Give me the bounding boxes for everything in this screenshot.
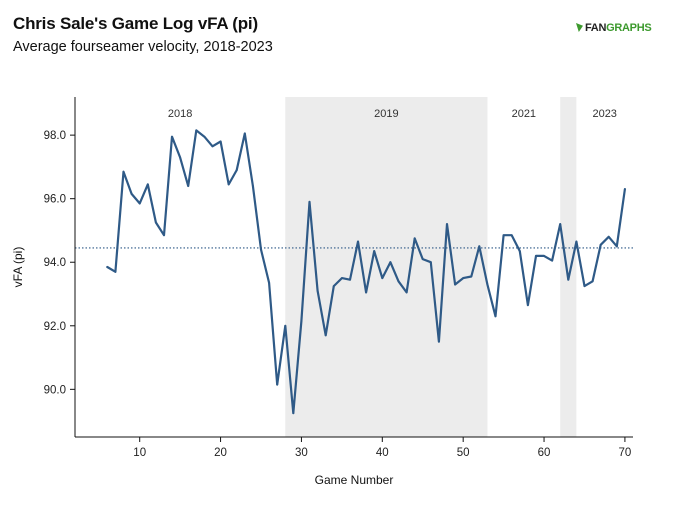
y-tick-label: 90.0 (44, 384, 66, 396)
y-tick-label: 96.0 (44, 194, 66, 206)
data-point (615, 245, 618, 248)
data-point (429, 261, 432, 264)
x-tick-label: 60 (538, 447, 551, 459)
logo-fan-text: FAN (585, 22, 607, 34)
data-point (462, 277, 465, 280)
data-point (518, 250, 521, 253)
data-point (211, 145, 214, 148)
data-point (138, 202, 141, 205)
data-point (340, 277, 343, 280)
data-point (583, 285, 586, 287)
data-point (591, 280, 594, 283)
data-point (397, 280, 400, 283)
data-point (405, 291, 408, 294)
data-point (292, 412, 295, 415)
y-tick-label: 98.0 (44, 130, 66, 142)
data-point (349, 278, 351, 281)
season-label-2018: 2018 (168, 108, 192, 120)
chart-subtitle: Average fourseamer velocity, 2018-2023 (13, 39, 273, 55)
data-point (308, 200, 311, 203)
data-point (421, 258, 424, 260)
y-axis-label: vFA (pi) (11, 247, 25, 288)
data-point (446, 223, 448, 226)
data-point (413, 237, 416, 240)
data-point (478, 245, 481, 248)
data-point (486, 283, 489, 286)
data-point (365, 291, 368, 294)
data-point (227, 183, 230, 186)
data-point (219, 140, 222, 143)
data-point (575, 240, 578, 243)
data-point (454, 283, 456, 286)
x-tick-label: 10 (133, 447, 146, 459)
data-point (438, 340, 440, 343)
data-point (567, 278, 570, 281)
data-point (543, 254, 545, 257)
data-point (235, 169, 238, 171)
data-point (599, 243, 602, 246)
season-label-2023: 2023 (592, 108, 616, 120)
data-point (551, 259, 554, 262)
data-point (187, 185, 190, 187)
data-point (114, 270, 117, 273)
data-point (203, 135, 206, 138)
data-point (130, 193, 133, 195)
data-point (502, 234, 505, 237)
data-point (122, 170, 125, 173)
x-tick-label: 40 (376, 447, 389, 459)
data-point (357, 240, 359, 243)
fangraphs-logo: FANGRAPHS (576, 22, 652, 34)
data-point (284, 324, 287, 327)
data-point (332, 285, 335, 287)
chart-title: Chris Sale's Game Log vFA (pi) (13, 14, 258, 33)
data-point (195, 129, 198, 132)
data-point (163, 234, 165, 237)
axes (74, 97, 633, 438)
data-point (252, 185, 254, 187)
season-label-2019: 2019 (374, 108, 398, 120)
y-axis-ticks: 90.0 92.0 94.0 96.0 98.0 (44, 130, 75, 396)
y-tick-label: 92.0 (44, 321, 66, 333)
data-point (381, 277, 384, 280)
data-point (535, 254, 537, 257)
data-point (171, 135, 173, 138)
data-point (324, 334, 327, 337)
x-tick-label: 30 (295, 447, 308, 459)
data-point (276, 383, 279, 386)
fangraphs-logo-icon (576, 23, 583, 32)
x-tick-label: 70 (619, 447, 632, 459)
data-point (179, 156, 182, 159)
season-shade-3 (560, 97, 577, 437)
x-tick-label: 20 (214, 447, 227, 459)
data-point (526, 304, 529, 307)
data-point (510, 234, 513, 237)
data-point (243, 132, 246, 135)
data-point (300, 320, 303, 322)
x-axis-ticks: 10 20 30 40 50 60 70 (133, 437, 631, 459)
data-point (389, 261, 392, 264)
data-point (494, 315, 497, 318)
data-point (559, 223, 562, 226)
x-axis-label: Game Number (315, 473, 394, 487)
logo-graphs-text: GRAPHS (606, 22, 652, 34)
season-labels: 2018 2019 2021 2023 (168, 108, 617, 120)
data-point (268, 281, 270, 284)
data-point (316, 289, 319, 292)
data-point (260, 248, 262, 251)
season-label-2021: 2021 (512, 108, 536, 120)
data-point (607, 235, 610, 238)
series-layer (106, 129, 627, 415)
data-point (624, 188, 626, 191)
data-point (106, 266, 109, 268)
data-point (470, 275, 473, 278)
data-point (154, 221, 157, 224)
data-point (146, 183, 149, 186)
x-tick-label: 50 (457, 447, 470, 459)
data-point (373, 250, 376, 253)
y-tick-label: 94.0 (44, 257, 66, 269)
